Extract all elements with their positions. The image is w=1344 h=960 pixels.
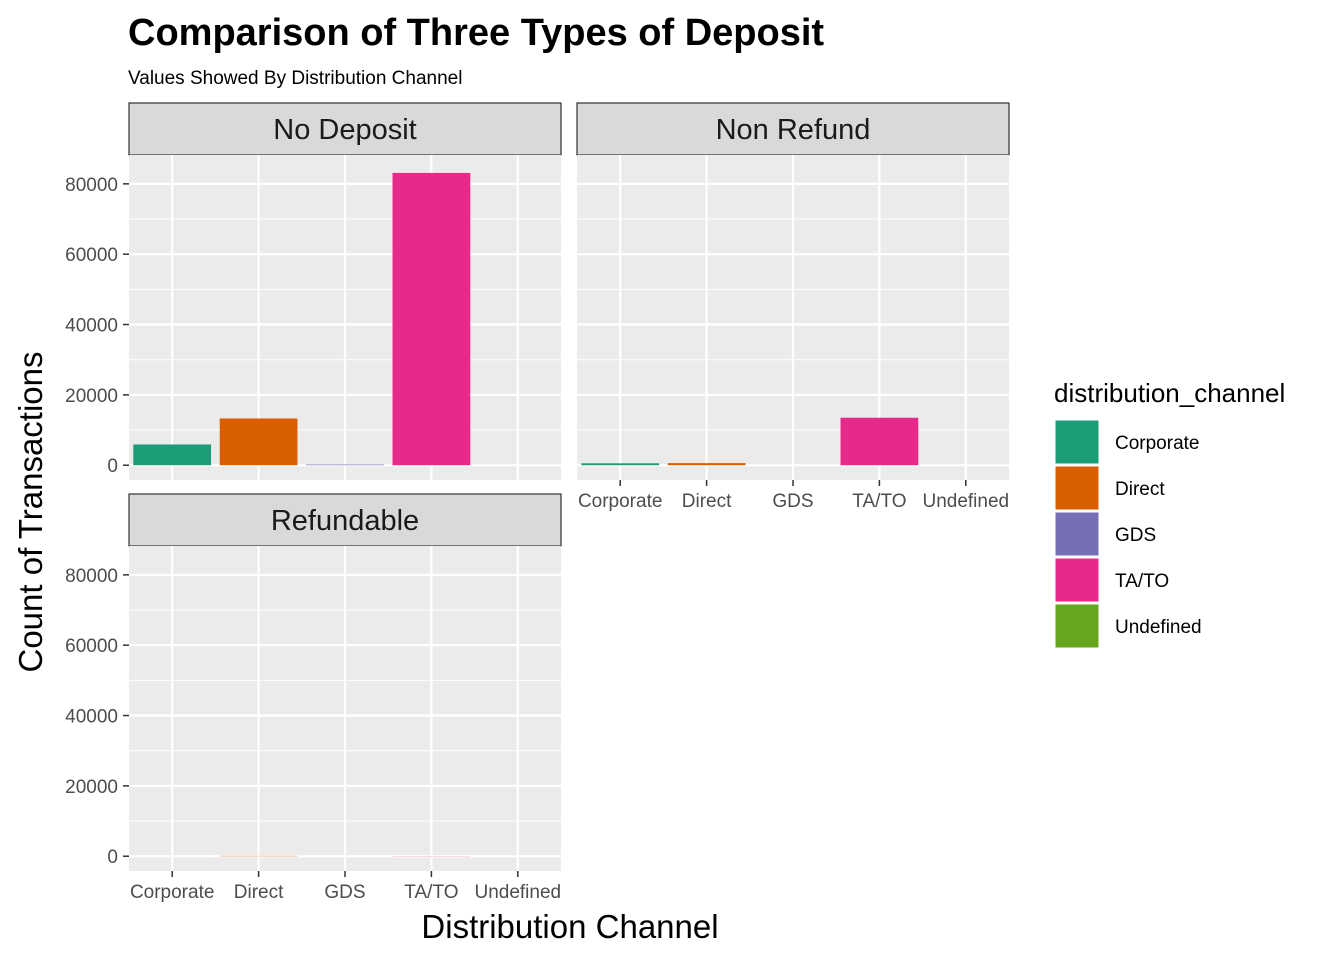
legend-key-corporate [1054, 419, 1100, 465]
chart-subtitle: Values Showed By Distribution Channel [128, 68, 462, 89]
y-tick-label: 80000 [65, 175, 118, 196]
legend-label-gds: GDS [1115, 525, 1156, 546]
legend-key-ta-to [1054, 557, 1100, 603]
x-tick-label: Corporate [578, 491, 663, 512]
legend-label-undefined: Undefined [1115, 617, 1202, 638]
y-axis-title: Count of Transactions [12, 351, 49, 672]
legend-key-undefined [1054, 603, 1100, 649]
y-tick-label: 80000 [65, 566, 118, 587]
bar-no-deposit-ta-to [392, 172, 471, 466]
legend-label-ta-to: TA/TO [1115, 571, 1169, 592]
facet-panels: No Deposit 0 20000 40000 60000 80000 Non Refun… [65, 102, 1010, 903]
facet-strip-label-refundable: Refundable [271, 505, 419, 537]
x-tick-label: GDS [324, 882, 365, 903]
bar-non-refund-direct [667, 463, 746, 466]
x-axis-title: Distribution Channel [421, 908, 718, 945]
bar-no-deposit-corporate [133, 444, 212, 466]
legend: distribution_channel Corporate Direct GDS T… [1054, 378, 1285, 649]
facet-panel-non-refund: Non Refund Corporate Direct GDS TA/TO Undefin… [576, 102, 1010, 512]
facet-panel-refundable: Refundable 0 20000 40000 60000 80000 Corporate… [65, 493, 562, 903]
y-tick-label: 60000 [65, 636, 118, 657]
x-tick-label: Direct [682, 491, 732, 512]
x-tick-label: Undefined [474, 882, 561, 903]
y-tick-label: 0 [107, 456, 118, 477]
chart-title: Comparison of Three Types of Deposit [128, 12, 824, 54]
facet-panel-no-deposit: No Deposit 0 20000 40000 60000 80000 [65, 102, 562, 480]
y-tick-label: 20000 [65, 777, 118, 798]
facet-strip-label-no-deposit: No Deposit [273, 114, 416, 146]
legend-label-corporate: Corporate [1115, 433, 1200, 454]
facet-strip-no-deposit [128, 102, 562, 156]
legend-key-gds [1054, 511, 1100, 557]
bar-no-deposit-direct [219, 418, 298, 466]
y-tick-label: 0 [107, 847, 118, 868]
bar-no-deposit-gds [306, 464, 384, 466]
y-tick-label: 40000 [65, 316, 118, 337]
x-tick-label: Direct [234, 882, 284, 903]
x-tick-label: TA/TO [404, 882, 458, 903]
bar-non-refund-corporate [581, 463, 660, 466]
y-tick-label: 20000 [65, 386, 118, 407]
bar-non-refund-ta-to [840, 417, 919, 466]
y-tick-label: 60000 [65, 245, 118, 266]
legend-label-direct: Direct [1115, 479, 1165, 500]
x-tick-label: Corporate [130, 882, 215, 903]
facet-strip-refundable [128, 493, 562, 547]
x-tick-label: TA/TO [852, 491, 906, 512]
x-tick-label: Undefined [922, 491, 1009, 512]
legend-key-direct [1054, 465, 1100, 511]
y-tick-label: 40000 [65, 707, 118, 728]
facet-strip-label-non-refund: Non Refund [716, 114, 871, 146]
x-tick-label: GDS [772, 491, 813, 512]
legend-title: distribution_channel [1054, 378, 1285, 408]
